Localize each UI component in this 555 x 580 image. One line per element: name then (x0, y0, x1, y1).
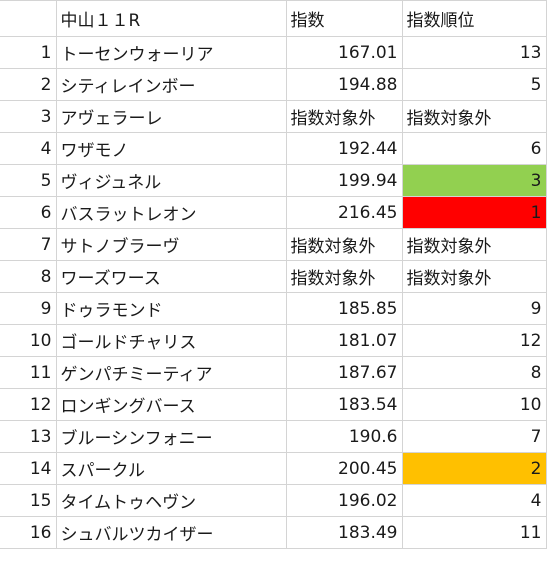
index-value-cell[interactable]: 185.85 (286, 292, 403, 325)
index-value-cell[interactable]: 指数対象外 (286, 260, 403, 293)
table-row: 5 ヴィジュネル 199.94 3 (0, 164, 547, 197)
row-number-cell[interactable]: 3 (0, 100, 57, 133)
horse-name-cell[interactable]: シュバルツカイザー (56, 516, 287, 549)
rank-value-cell[interactable]: 指数対象外 (402, 228, 547, 261)
rank-value-cell[interactable]: 7 (402, 420, 547, 453)
table-row: 10 ゴールドチャリス 181.07 12 (0, 324, 547, 357)
horse-name-cell[interactable]: ワザモノ (56, 132, 287, 165)
rank-value-cell[interactable]: 4 (402, 484, 547, 517)
index-value-cell[interactable]: 指数対象外 (286, 100, 403, 133)
table-row: 13 ブルーシンフォニー 190.6 7 (0, 420, 547, 453)
horse-name-cell[interactable]: ゲンパチミーティア (56, 356, 287, 389)
index-value-cell[interactable]: 167.01 (286, 36, 403, 69)
horse-name-cell[interactable]: ブルーシンフォニー (56, 420, 287, 453)
index-value-cell[interactable]: 181.07 (286, 324, 403, 357)
table-row: 7 サトノブラーヴ 指数対象外 指数対象外 (0, 228, 547, 261)
horse-name-cell[interactable]: アヴェラーレ (56, 100, 287, 133)
row-number-cell[interactable] (0, 0, 57, 37)
index-value-cell[interactable]: 216.45 (286, 196, 403, 229)
row-number-cell[interactable]: 15 (0, 484, 57, 517)
rank-header-cell[interactable]: 指数順位 (402, 0, 547, 37)
horse-name-cell[interactable]: ドゥラモンド (56, 292, 287, 325)
table-row: 4 ワザモノ 192.44 6 (0, 132, 547, 165)
rank-value-cell[interactable]: 12 (402, 324, 547, 357)
rank-value-cell[interactable]: 指数対象外 (402, 260, 547, 293)
table-row: 15 タイムトゥヘヴン 196.02 4 (0, 484, 547, 517)
horse-name-cell[interactable]: スパークル (56, 452, 287, 485)
row-number-cell[interactable]: 14 (0, 452, 57, 485)
rank-value-cell[interactable]: 9 (402, 292, 547, 325)
horse-name-cell[interactable]: ヴィジュネル (56, 164, 287, 197)
index-value-cell[interactable]: 194.88 (286, 68, 403, 101)
index-value-cell[interactable]: 199.94 (286, 164, 403, 197)
race-index-table: 中山１１R 指数 指数順位 1 トーセンウォーリア 167.01 13 2 シティレインボ… (0, 0, 547, 549)
index-value-cell[interactable]: 190.6 (286, 420, 403, 453)
table-row: 16 シュバルツカイザー 183.49 11 (0, 516, 547, 549)
horse-name-cell[interactable]: バスラットレオン (56, 196, 287, 229)
table-row: 8 ワーズワース 指数対象外 指数対象外 (0, 260, 547, 293)
row-number-cell[interactable]: 6 (0, 196, 57, 229)
horse-name-cell[interactable]: サトノブラーヴ (56, 228, 287, 261)
table-row: 14 スパークル 200.45 2 (0, 452, 547, 485)
row-number-cell[interactable]: 16 (0, 516, 57, 549)
table-row: 12 ロンギングバース 183.54 10 (0, 388, 547, 421)
row-number-cell[interactable]: 8 (0, 260, 57, 293)
row-number-cell[interactable]: 5 (0, 164, 57, 197)
index-value-cell[interactable]: 183.49 (286, 516, 403, 549)
horse-name-cell[interactable]: タイムトゥヘヴン (56, 484, 287, 517)
table-row: 1 トーセンウォーリア 167.01 13 (0, 36, 547, 69)
header-row: 中山１１R 指数 指数順位 (0, 0, 547, 37)
row-number-cell[interactable]: 4 (0, 132, 57, 165)
horse-name-cell[interactable]: シティレインボー (56, 68, 287, 101)
rank-value-cell[interactable]: 6 (402, 132, 547, 165)
table-row: 11 ゲンパチミーティア 187.67 8 (0, 356, 547, 389)
table-row: 9 ドゥラモンド 185.85 9 (0, 292, 547, 325)
row-number-cell[interactable]: 10 (0, 324, 57, 357)
horse-name-cell[interactable]: ロンギングバース (56, 388, 287, 421)
horse-name-cell[interactable]: ワーズワース (56, 260, 287, 293)
row-number-cell[interactable]: 13 (0, 420, 57, 453)
index-value-cell[interactable]: 196.02 (286, 484, 403, 517)
index-value-cell[interactable]: 指数対象外 (286, 228, 403, 261)
row-number-cell[interactable]: 12 (0, 388, 57, 421)
rank-value-cell[interactable]: 3 (402, 164, 547, 197)
row-number-cell[interactable]: 2 (0, 68, 57, 101)
table-row: 6 バスラットレオン 216.45 1 (0, 196, 547, 229)
row-number-cell[interactable]: 7 (0, 228, 57, 261)
row-number-cell[interactable]: 1 (0, 36, 57, 69)
horse-name-cell[interactable]: トーセンウォーリア (56, 36, 287, 69)
index-value-cell[interactable]: 187.67 (286, 356, 403, 389)
index-value-cell[interactable]: 192.44 (286, 132, 403, 165)
rank-value-cell[interactable]: 2 (402, 452, 547, 485)
table-row: 2 シティレインボー 194.88 5 (0, 68, 547, 101)
horse-name-cell[interactable]: ゴールドチャリス (56, 324, 287, 357)
race-header-cell[interactable]: 中山１１R (56, 0, 287, 37)
table-row: 3 アヴェラーレ 指数対象外 指数対象外 (0, 100, 547, 133)
index-value-cell[interactable]: 200.45 (286, 452, 403, 485)
index-header-cell[interactable]: 指数 (286, 0, 403, 37)
rank-value-cell[interactable]: 指数対象外 (402, 100, 547, 133)
rank-value-cell[interactable]: 5 (402, 68, 547, 101)
rank-value-cell[interactable]: 8 (402, 356, 547, 389)
rank-value-cell[interactable]: 1 (402, 196, 547, 229)
rank-value-cell[interactable]: 13 (402, 36, 547, 69)
row-number-cell[interactable]: 11 (0, 356, 57, 389)
rank-value-cell[interactable]: 11 (402, 516, 547, 549)
rank-value-cell[interactable]: 10 (402, 388, 547, 421)
row-number-cell[interactable]: 9 (0, 292, 57, 325)
index-value-cell[interactable]: 183.54 (286, 388, 403, 421)
